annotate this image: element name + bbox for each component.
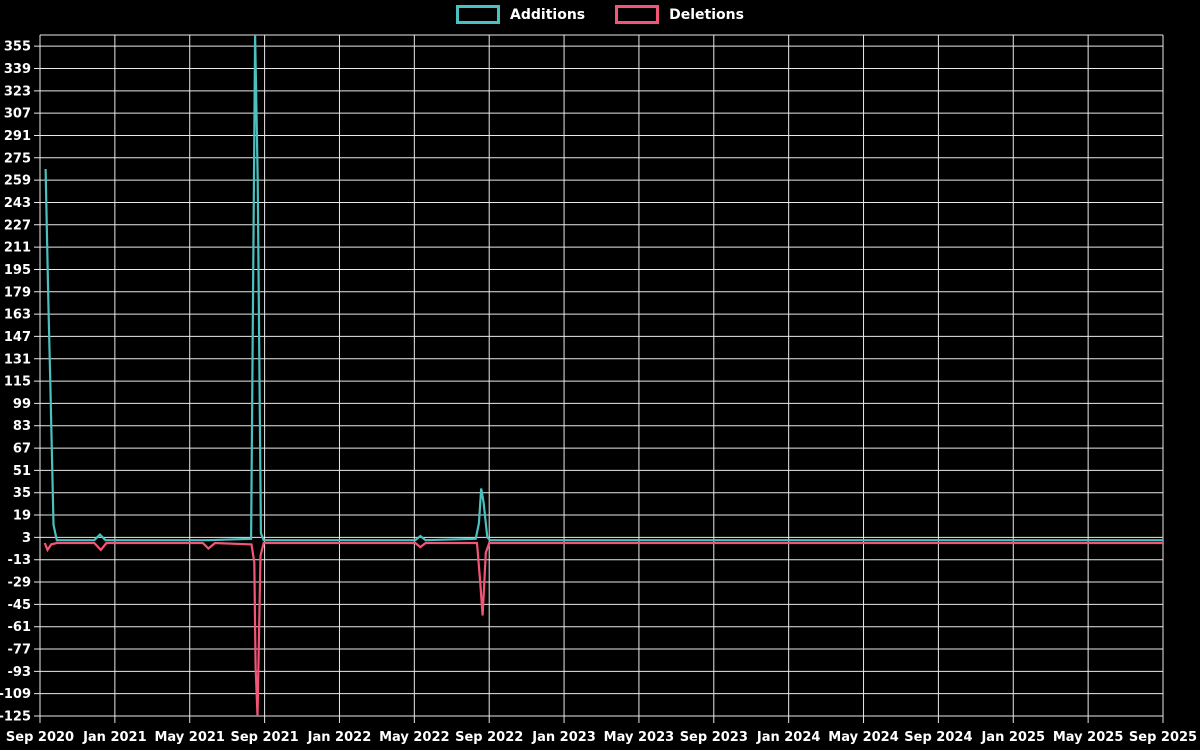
y-tick-label: 99 bbox=[13, 397, 31, 412]
x-tick-label: May 2025 bbox=[1053, 730, 1124, 745]
y-tick-label: 3 bbox=[22, 531, 31, 546]
y-tick-label: 243 bbox=[4, 196, 31, 211]
x-tick-label: Sep 2021 bbox=[230, 730, 298, 745]
y-tick-label: 291 bbox=[4, 129, 31, 144]
x-tick-label: Sep 2025 bbox=[1129, 730, 1197, 745]
deletions-swatch-icon bbox=[615, 5, 660, 24]
x-tick-label: Sep 2023 bbox=[680, 730, 748, 745]
x-tick-label: May 2024 bbox=[828, 730, 899, 745]
x-tick-label: Jan 2022 bbox=[307, 730, 372, 745]
y-tick-label: 147 bbox=[4, 330, 31, 345]
y-tick-label: 19 bbox=[13, 509, 31, 524]
y-tick-label: 51 bbox=[13, 464, 31, 479]
y-tick-label: 163 bbox=[4, 308, 31, 323]
y-tick-label: -13 bbox=[8, 553, 32, 568]
legend-item-additions[interactable]: Additions bbox=[456, 5, 585, 24]
x-tick-label: Jan 2021 bbox=[82, 730, 147, 745]
y-tick-label: 339 bbox=[4, 62, 31, 77]
x-tick-label: Jan 2025 bbox=[980, 730, 1045, 745]
chart-legend: Additions Deletions bbox=[0, 5, 1200, 24]
y-tick-label: -93 bbox=[8, 665, 32, 680]
y-tick-label: 131 bbox=[4, 352, 31, 367]
x-tick-label: May 2021 bbox=[154, 730, 225, 745]
y-tick-label: 227 bbox=[4, 218, 31, 233]
legend-item-deletions[interactable]: Deletions bbox=[615, 5, 744, 24]
y-tick-label: 67 bbox=[13, 442, 31, 457]
series-line-additions bbox=[44, 34, 1163, 542]
y-tick-label: -77 bbox=[8, 643, 32, 658]
y-tick-label: -125 bbox=[0, 710, 31, 725]
y-tick-label: 355 bbox=[4, 40, 31, 55]
y-tick-label: 259 bbox=[4, 174, 31, 189]
x-tick-label: Sep 2020 bbox=[6, 730, 74, 745]
y-tick-label: 195 bbox=[4, 263, 31, 278]
additions-swatch-icon bbox=[456, 5, 501, 24]
y-tick-label: -29 bbox=[8, 576, 32, 591]
y-tick-label: 307 bbox=[4, 107, 31, 122]
legend-label-additions: Additions bbox=[510, 6, 586, 23]
x-tick-label: Jan 2023 bbox=[531, 730, 596, 745]
y-tick-label: 179 bbox=[4, 285, 31, 300]
y-tick-label: 83 bbox=[13, 419, 31, 434]
y-tick-label: 35 bbox=[13, 486, 31, 501]
y-tick-label: 275 bbox=[4, 151, 31, 166]
y-tick-label: -61 bbox=[8, 620, 32, 635]
x-tick-label: Sep 2024 bbox=[904, 730, 972, 745]
y-tick-label: 323 bbox=[4, 84, 31, 99]
y-tick-label: 211 bbox=[4, 241, 31, 256]
x-tick-label: May 2022 bbox=[379, 730, 450, 745]
y-tick-label: -45 bbox=[8, 598, 32, 613]
y-tick-label: 115 bbox=[4, 375, 31, 390]
x-tick-label: May 2023 bbox=[604, 730, 675, 745]
y-tick-label: -109 bbox=[0, 687, 31, 702]
series-line-deletions bbox=[43, 541, 1163, 717]
x-tick-label: Sep 2022 bbox=[455, 730, 523, 745]
x-tick-label: Jan 2024 bbox=[756, 730, 821, 745]
legend-label-deletions: Deletions bbox=[669, 6, 744, 23]
